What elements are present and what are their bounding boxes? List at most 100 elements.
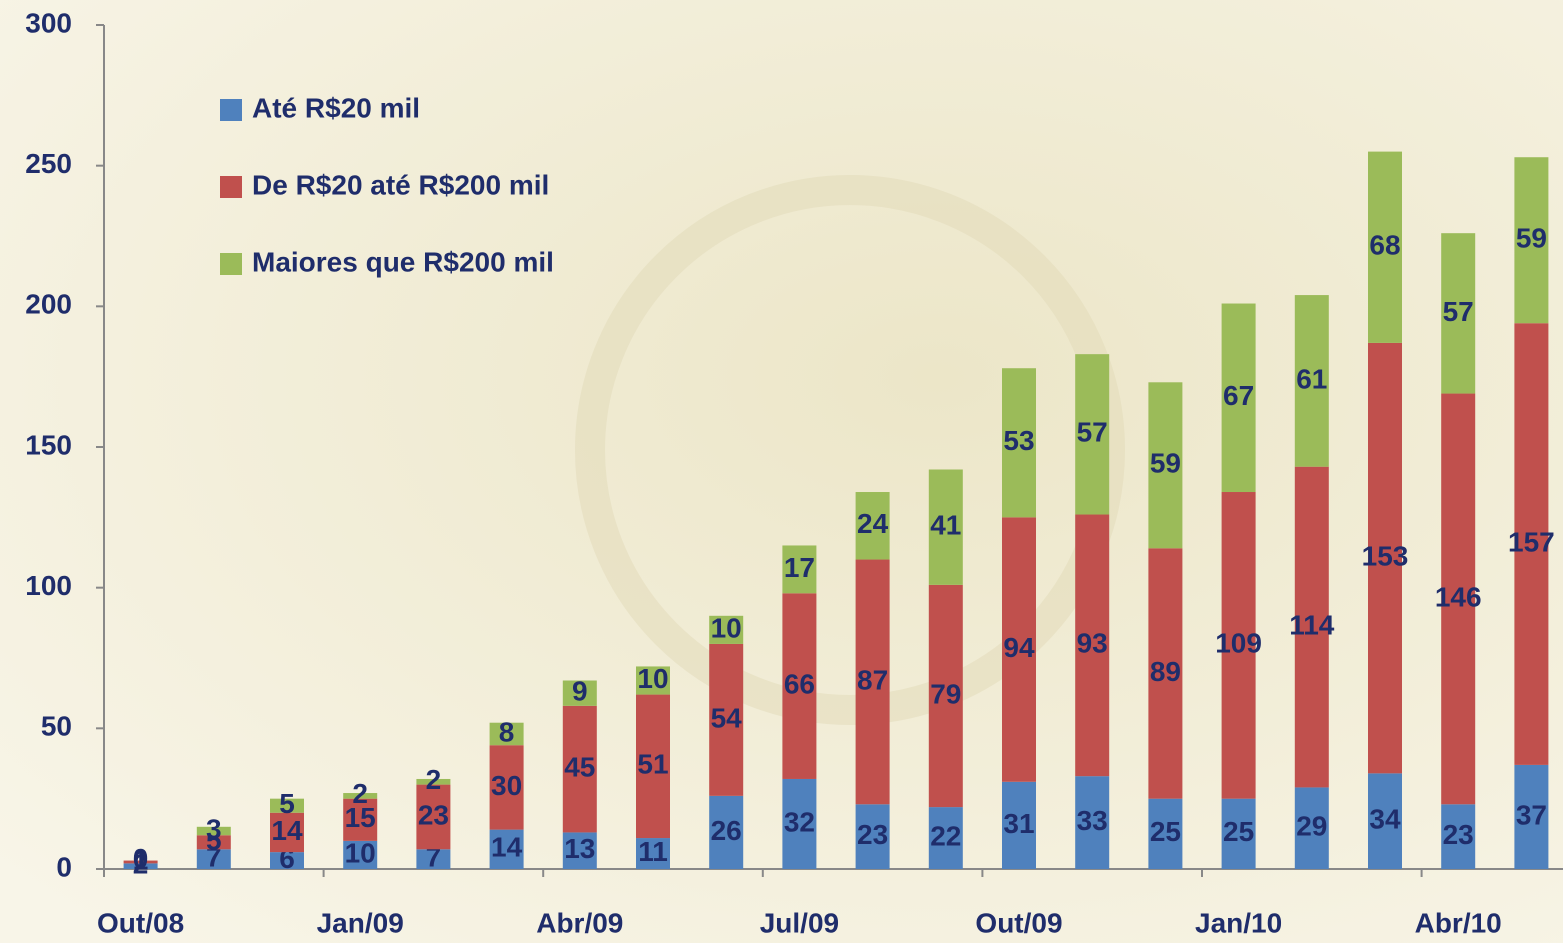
legend-label: De R$20 até R$200 mil: [252, 169, 549, 200]
bar-segment: [782, 593, 817, 779]
data-label: 14: [491, 832, 523, 863]
data-label: 22: [930, 820, 961, 851]
data-label: 2: [426, 764, 442, 795]
data-label: 34: [1369, 804, 1401, 835]
bar-segment: [562, 680, 597, 706]
bar-segment: [1148, 798, 1183, 869]
bar-segment: [343, 793, 378, 799]
data-label: 10: [711, 612, 742, 643]
bar-segment: [1002, 368, 1036, 518]
bar-segment: [562, 705, 597, 833]
bar-segment: [928, 469, 963, 585]
data-label: 59: [1516, 223, 1547, 254]
background-art: [575, 175, 1125, 725]
x-tick-label: Jan/09: [317, 907, 404, 938]
bar-segment: [1441, 393, 1476, 805]
y-tick-label: 300: [25, 7, 72, 38]
legend-swatch: [220, 99, 242, 121]
data-label: 2: [133, 849, 149, 880]
bar-segment: [1514, 323, 1549, 765]
bar-segment: [416, 849, 451, 869]
bar-segment: [270, 812, 304, 853]
bar-segment: [416, 778, 451, 785]
data-label: 45: [564, 752, 595, 783]
data-label: 57: [1443, 296, 1474, 327]
bar-segment: [196, 826, 231, 836]
data-label: 3: [206, 813, 222, 844]
data-label: 146: [1435, 581, 1482, 612]
data-label: 109: [1215, 628, 1262, 659]
data-label: 14: [271, 815, 303, 846]
data-label: 8: [499, 716, 515, 747]
data-label: 23: [857, 819, 888, 850]
data-label: 37: [1516, 799, 1547, 830]
bar-segment: [1002, 517, 1036, 782]
bar-segment: [1514, 157, 1549, 324]
data-label: 31: [1003, 808, 1034, 839]
data-label: 87: [857, 664, 888, 695]
data-label: 13: [564, 833, 595, 864]
data-label: 0: [133, 843, 149, 874]
bar-segment: [1368, 151, 1402, 343]
bar-segment: [636, 838, 670, 869]
data-label: 33: [1077, 805, 1108, 836]
bar-segment: [782, 778, 817, 869]
data-label: 25: [1223, 816, 1254, 847]
data-label: 61: [1296, 363, 1327, 394]
data-label: 59: [1150, 448, 1181, 479]
data-label: 5: [279, 788, 295, 819]
data-label: 17: [784, 552, 815, 583]
y-tick-label: 100: [25, 570, 72, 601]
bar-segment: [416, 784, 451, 850]
bar-segment: [489, 722, 524, 746]
x-tick-label: Abr/09: [536, 907, 623, 938]
x-tick-label: Jan/10: [1195, 907, 1282, 938]
data-label: 32: [784, 806, 815, 837]
bar-segment: [270, 798, 304, 813]
x-tick-label: Abr/10: [1415, 907, 1502, 938]
bar-segment: [1441, 233, 1476, 394]
x-tick-label: Out/08: [97, 907, 184, 938]
y-tick-label: 200: [25, 289, 72, 320]
y-tick-label: 50: [41, 711, 72, 742]
bar-segment: [1002, 781, 1036, 869]
data-label: 9: [572, 676, 588, 707]
bar-segment: [709, 643, 744, 796]
data-label: 89: [1150, 656, 1181, 687]
bar-segment: [343, 798, 378, 841]
bar-segment: [636, 694, 670, 839]
data-label: 15: [345, 802, 376, 833]
bar-segment: [196, 835, 231, 850]
data-label: 2: [352, 778, 368, 809]
bar-segment: [562, 832, 597, 869]
bar-segment: [1221, 798, 1256, 869]
legend-label: Maiores que R$200 mil: [252, 246, 554, 277]
bar-segment: [782, 545, 817, 594]
data-label: 51: [637, 749, 668, 780]
bar-segment: [1294, 787, 1329, 869]
bar-segment: [1368, 773, 1402, 869]
data-label: 29: [1296, 811, 1327, 842]
data-label: 157: [1508, 526, 1555, 557]
legend-swatch: [220, 253, 242, 275]
data-label: 23: [418, 799, 449, 830]
data-label: 114: [1289, 609, 1335, 640]
bar-segment: [1441, 804, 1476, 869]
bar-segment: [709, 795, 744, 869]
data-label: 54: [711, 702, 743, 733]
bar-segment: [1514, 764, 1549, 869]
bar-segment: [1148, 382, 1183, 549]
bar-segment: [343, 840, 378, 869]
data-label: 23: [1443, 819, 1474, 850]
bar-segment: [1221, 303, 1256, 493]
bar-segment: [489, 745, 524, 830]
bar-segment: [636, 666, 670, 695]
bar-segment: [196, 849, 231, 869]
bar-segment: [709, 615, 744, 644]
x-tick-label: Out/09: [975, 907, 1062, 938]
bar-segment: [1221, 492, 1256, 799]
legend-label: Até R$20 mil: [252, 92, 420, 123]
data-label: 153: [1362, 541, 1409, 572]
data-label: 10: [637, 663, 668, 694]
